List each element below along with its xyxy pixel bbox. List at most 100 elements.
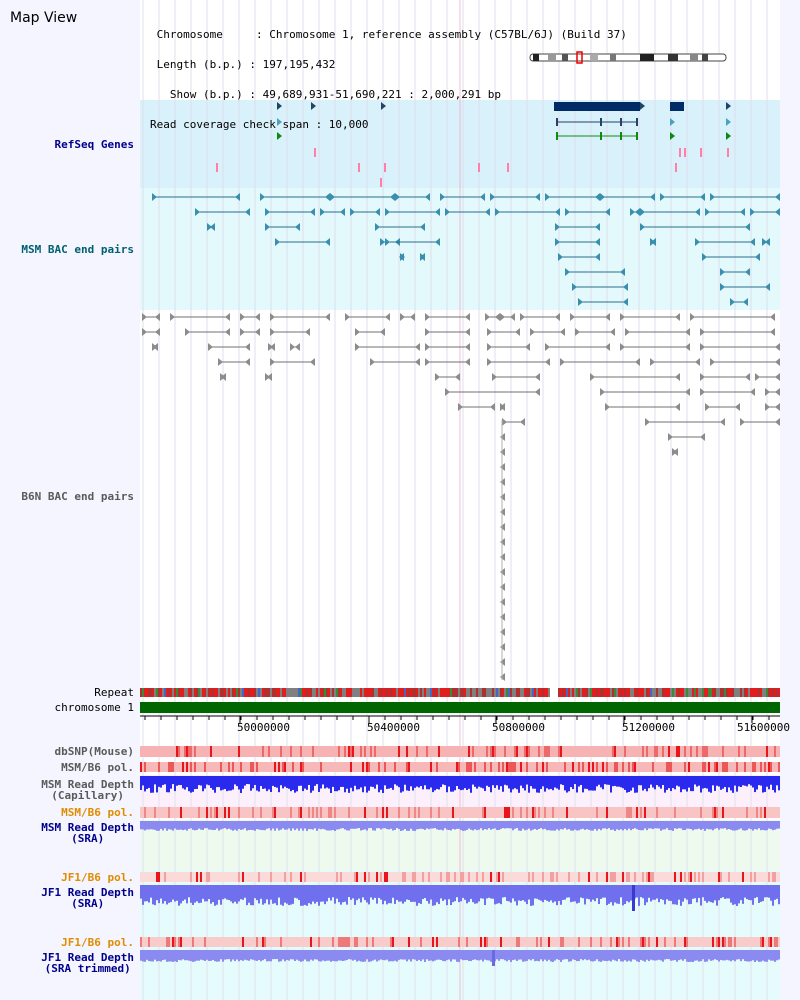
snp-cell xyxy=(192,746,194,757)
depth-bar xyxy=(690,885,692,904)
chromosome-ideogram[interactable] xyxy=(529,51,727,64)
depth-bar xyxy=(252,776,254,789)
repeat-segment xyxy=(534,688,536,697)
depth-bar xyxy=(222,821,224,829)
snp-cell xyxy=(234,746,236,757)
depth-bar xyxy=(262,821,264,831)
snp-cell xyxy=(344,872,346,882)
track-label-jf1-depth-trimmed[interactable]: JF1 Read Depth (SRA trimmed) xyxy=(41,952,134,974)
msm-bac-features[interactable] xyxy=(152,193,780,306)
snp-cell xyxy=(338,807,340,818)
depth-bar xyxy=(522,885,524,901)
bac-end-arrow xyxy=(455,373,460,381)
depth-bar xyxy=(754,776,756,793)
depth-bar xyxy=(656,950,658,961)
snp-cell xyxy=(450,807,452,818)
snp-cell xyxy=(670,762,672,772)
depth-bar xyxy=(714,821,716,829)
snp-cell xyxy=(468,762,470,772)
snp-cell xyxy=(524,807,526,818)
snp-cell xyxy=(208,807,210,818)
snp-cell xyxy=(224,807,226,818)
snp-cell xyxy=(612,937,614,947)
snp-cell xyxy=(518,937,520,947)
bac-end-arrow xyxy=(620,268,625,276)
depth-bar xyxy=(522,950,524,962)
track-label-jf1-depth-sra[interactable]: JF1 Read Depth (SRA) xyxy=(41,887,134,909)
depth-bar xyxy=(218,776,220,788)
depth-bar xyxy=(192,885,194,905)
depth-bar xyxy=(458,821,460,829)
depth-bar xyxy=(518,950,520,960)
snp-cell xyxy=(476,807,478,818)
repeat-segment xyxy=(230,688,232,697)
snp-cell xyxy=(492,937,494,947)
track-label-msm-b6-pol-2[interactable]: MSM/B6 pol. xyxy=(61,806,134,819)
depth-bar xyxy=(518,821,520,831)
track-label-dbsnp[interactable]: dbSNP(Mouse) xyxy=(54,745,134,758)
depth-bar xyxy=(188,950,190,961)
depth-bar xyxy=(268,821,270,829)
track-label-msm-depth-capillary[interactable]: MSM Read Depth (Capillary) xyxy=(41,779,134,801)
depth-bar xyxy=(754,950,756,962)
repeat-segment xyxy=(714,688,716,697)
refseq-gene-features[interactable] xyxy=(216,102,731,187)
snp-cell xyxy=(604,937,606,947)
repeat-segment xyxy=(606,688,608,697)
depth-bar xyxy=(736,821,738,831)
snp-cell xyxy=(228,937,230,947)
repeat-segment xyxy=(468,688,470,697)
snp-cell xyxy=(608,807,610,818)
depth-bar xyxy=(430,821,432,829)
snp-cell xyxy=(726,807,728,818)
snp-cell xyxy=(742,872,744,882)
depth-bar xyxy=(438,821,440,830)
depth-bar xyxy=(412,950,414,960)
depth-bar xyxy=(456,950,458,962)
depth-bar xyxy=(626,950,628,962)
depth-bar xyxy=(142,950,144,962)
snp-tracks xyxy=(140,746,780,947)
depth-bar xyxy=(340,776,342,787)
depth-bar xyxy=(390,776,392,788)
repeat-segment xyxy=(522,688,524,697)
snp-cell xyxy=(360,937,362,947)
b6n-bac-features[interactable] xyxy=(142,313,780,681)
depth-bar xyxy=(362,950,364,962)
repeat-segment xyxy=(660,688,662,697)
snp-cell xyxy=(710,746,712,757)
depth-bar xyxy=(228,950,230,960)
depth-bar xyxy=(478,885,480,902)
track-label-msm-depth-sra[interactable]: MSM Read Depth (SRA) xyxy=(41,822,134,844)
repeat-segment xyxy=(536,688,538,697)
track-label-refseq[interactable]: RefSeq Genes xyxy=(54,138,134,151)
depth-bar xyxy=(140,885,142,899)
snp-cell xyxy=(340,872,342,882)
snp-cell xyxy=(264,937,266,947)
snp-cell xyxy=(432,807,434,818)
track-label-msm-bac[interactable]: MSM BAC end pairs xyxy=(21,243,134,256)
repeat-segment xyxy=(386,688,388,697)
snp-cell xyxy=(742,937,744,947)
snp-cell xyxy=(252,872,254,882)
repeat-segment xyxy=(758,688,760,697)
track-label-msm-b6-pol-1[interactable]: MSM/B6 pol. xyxy=(61,761,134,774)
snp-cell xyxy=(440,937,442,947)
bac-end-arrow xyxy=(745,268,750,276)
snp-cell xyxy=(746,746,748,757)
snp-cell xyxy=(352,746,354,757)
depth-bar xyxy=(154,885,156,906)
snp-cell xyxy=(708,937,710,947)
repeat-segment xyxy=(298,688,300,697)
snp-cell xyxy=(650,937,652,947)
depth-bar xyxy=(704,776,706,788)
track-label-b6n-bac[interactable]: B6N BAC end pairs xyxy=(21,490,134,503)
depth-bar xyxy=(396,776,398,786)
track-label-jf1-b6-pol-1[interactable]: JF1/B6 pol. xyxy=(61,871,134,884)
snp-cell xyxy=(446,937,448,947)
depth-bar xyxy=(594,821,596,829)
track-label-jf1-b6-pol-2[interactable]: JF1/B6 pol. xyxy=(61,936,134,949)
snp-cell xyxy=(646,807,648,818)
depth-bar xyxy=(146,885,148,902)
